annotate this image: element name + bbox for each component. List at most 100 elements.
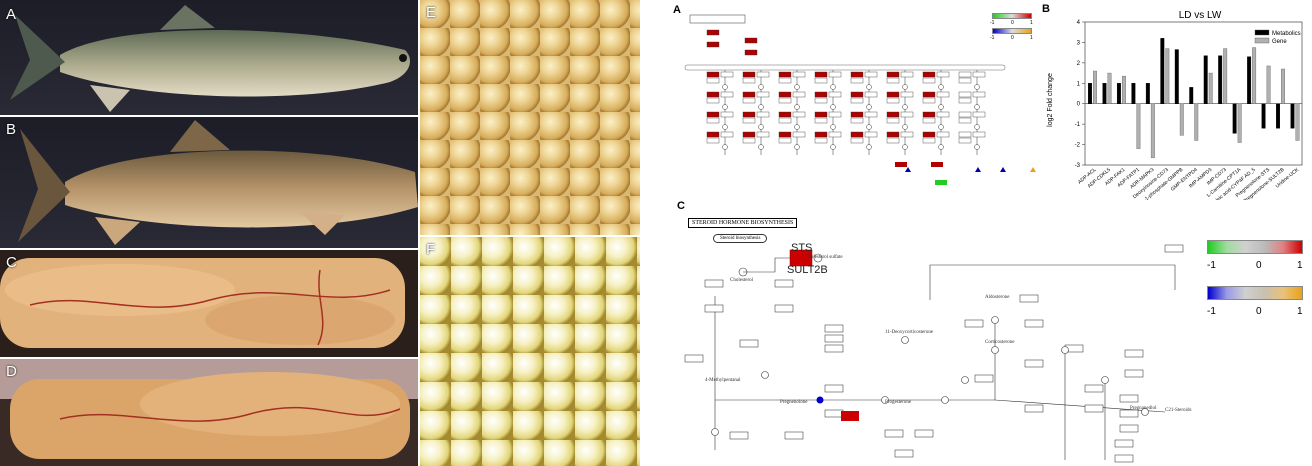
node-progesterone: Progesterone: [885, 400, 912, 405]
y-tick-label: 2: [1077, 61, 1081, 67]
enzyme-box: [742, 91, 756, 98]
compound-node: [938, 84, 944, 90]
panel-label: B: [1042, 3, 1050, 15]
connector: [684, 64, 1006, 71]
enzyme-box: [1164, 244, 1184, 253]
enzyme-box: [922, 131, 936, 138]
enzyme-box: [935, 180, 947, 185]
photo-b-fish: B: [0, 117, 418, 248]
pathway-title: STEROID HORMONE BIOSYNTHESIS: [688, 218, 798, 228]
node-pregnanediol: Pregnanediol: [1130, 406, 1157, 411]
y-axis-label: log2 Fold change: [1047, 73, 1054, 127]
enzyme-box: [914, 429, 934, 438]
compound-node: [830, 84, 836, 90]
compound-node: [722, 124, 728, 130]
bar-gene: [1252, 47, 1257, 104]
enzyme-box: [792, 131, 806, 138]
enzyme-box: [706, 117, 720, 124]
photo-d-ovary: D: [0, 359, 418, 466]
compound-node: [866, 124, 872, 130]
enzyme-box: [784, 431, 804, 440]
enzyme-box: [706, 131, 720, 138]
chart-title: LD vs LW: [1179, 10, 1222, 21]
legend-max: 1: [1297, 260, 1303, 271]
bar-gene: [1208, 72, 1213, 104]
enzyme-box: [824, 334, 844, 343]
enzyme-box: [756, 91, 770, 98]
compound-marker: [1030, 167, 1036, 172]
node-4-methylpentanal: 4-Methylpentanal: [705, 378, 741, 383]
enzyme-box: [972, 91, 986, 98]
enzyme-box: [922, 71, 936, 78]
enzyme-box: [706, 111, 720, 118]
legend-mid: 0: [1011, 35, 1014, 41]
bar-metabolics: [1131, 83, 1136, 104]
enzyme-box: [814, 71, 828, 78]
enzyme-box: [1119, 409, 1139, 418]
enzyme-box: [850, 77, 864, 84]
enzyme-box: [814, 111, 828, 118]
node-cholesterol-sulfate: Cholesterol sulfate: [805, 255, 843, 260]
compound-node: [830, 144, 836, 150]
enzyme-box: [850, 137, 864, 144]
enzyme-box: [824, 324, 844, 333]
enzyme-box: [850, 131, 864, 138]
bar-metabolics: [1247, 56, 1252, 104]
enzyme-box: [824, 409, 844, 418]
node-cholesterol: Cholesterol: [730, 278, 754, 283]
y-tick-label: 4: [1077, 20, 1081, 26]
panel-label: A: [6, 6, 17, 23]
enzyme-box: [720, 111, 734, 118]
pathway-diagram: [684, 244, 1184, 463]
bar-gene: [1165, 48, 1170, 104]
bar-metabolics: [1116, 83, 1121, 104]
enzyme-box: [1124, 369, 1144, 378]
compound-marker: [975, 167, 981, 172]
enzyme-box: [958, 131, 972, 138]
enzyme-box: [1124, 349, 1144, 358]
bar-gene: [1295, 103, 1300, 141]
legend-label: Metabolics: [1272, 31, 1301, 37]
compound-node: [794, 104, 800, 110]
compound-node: [974, 144, 980, 150]
enzyme-box: [792, 71, 806, 78]
compound-node: [794, 144, 800, 150]
compound-node: [1061, 346, 1069, 354]
enzyme-box: [936, 71, 950, 78]
enzyme-box: [886, 71, 900, 78]
enzyme-box: [814, 117, 828, 124]
compound-marker: [1000, 167, 1006, 172]
enzyme-box: [706, 29, 720, 36]
enzyme-box: [850, 111, 864, 118]
bar-chart-b: B LD vs LW log2 Fold change -3 -2 -1 0 1 2 3 4 A…: [1040, 0, 1312, 200]
enzyme-box: [792, 111, 806, 118]
compound-node: [866, 144, 872, 150]
connector: [929, 264, 1176, 460]
enzyme-box: [814, 131, 828, 138]
bar-metabolics: [1261, 103, 1266, 129]
enzyme-box: [864, 71, 878, 78]
enzyme-box: [1084, 404, 1104, 413]
legend-min: -1: [990, 35, 995, 41]
bar-gene: [1223, 48, 1228, 104]
bar-metabolics: [1203, 55, 1208, 104]
compound-node: [813, 253, 823, 263]
gene-sult2b-label: SULT2B: [787, 264, 828, 276]
plot-frame: [1084, 21, 1303, 166]
enzyme-box: [778, 117, 792, 124]
enzyme-box: [744, 49, 758, 56]
legend-mid: 0: [1256, 306, 1262, 317]
compound-node: [938, 144, 944, 150]
panel-label: E: [426, 4, 437, 21]
compound-node: [866, 104, 872, 110]
enzyme-box: [894, 449, 914, 458]
y-tick-label: -1: [1075, 122, 1081, 128]
compound-node: [758, 84, 764, 90]
y-tick-label: 3: [1077, 40, 1081, 46]
enzyme-box: [958, 137, 972, 144]
photo-a-fish: A: [0, 0, 418, 115]
node-steroid-biosynthesis: Steroid biosynthesis: [713, 234, 768, 243]
node-pregnenolone: Pregnenolone: [780, 400, 808, 405]
bar-gene: [1194, 103, 1199, 141]
enzyme-box: [922, 97, 936, 104]
